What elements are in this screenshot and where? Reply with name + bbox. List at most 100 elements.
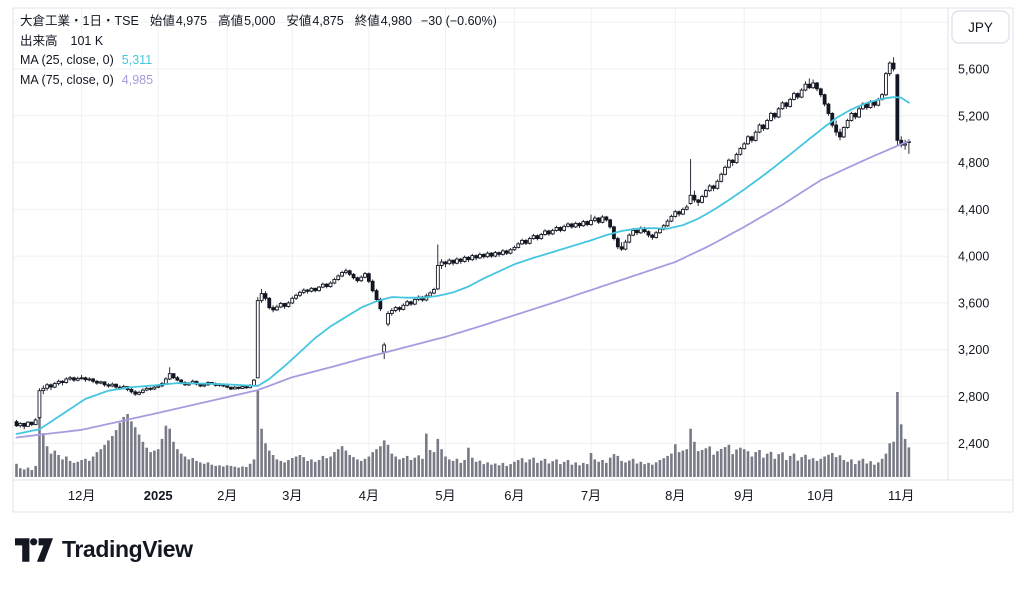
- chart-legend: 大倉工業・1日・TSE 始値4,975 高値5,000 安値4,875 終値4,980−…: [20, 12, 497, 90]
- volume-row[interactable]: 出来高 101 K: [20, 32, 497, 52]
- candle-up: [703, 190, 708, 197]
- ma25-row[interactable]: MA (25, close, 0) 5,311: [20, 51, 497, 71]
- candle-up: [202, 384, 207, 387]
- volume-bar: [808, 459, 811, 477]
- price-axis[interactable]: 5,600 5,200 4,800 4,400 4,000 3,600 3,200 2,800…: [958, 63, 989, 451]
- candle-up: [393, 307, 398, 311]
- volume-bar: [145, 447, 148, 477]
- volume-bar: [719, 448, 723, 477]
- candle-up: [252, 379, 256, 386]
- volume-bar: [505, 465, 508, 477]
- candlestick-chart-canvas[interactable]: 5,600 5,200 4,800 4,400 4,000 3,600 3,200 2,800…: [0, 0, 1024, 520]
- volume-bar: [133, 427, 137, 477]
- low-pair: 安値4,875: [286, 14, 343, 28]
- volume-bar: [398, 459, 401, 477]
- open-value: 4,975: [175, 14, 208, 28]
- price-tick-label: 3,600: [958, 296, 989, 310]
- ma75-row[interactable]: MA (75, close, 0) 4,985: [20, 71, 497, 91]
- volume-bar: [765, 453, 769, 477]
- open-label: 始値: [149, 14, 175, 28]
- volume-bar: [486, 462, 489, 477]
- volume-bar: [91, 456, 95, 477]
- volume-bar: [562, 461, 566, 477]
- tradingview-logo[interactable]: TradingView: [15, 536, 193, 563]
- volume-bar: [888, 443, 891, 477]
- candle-up: [447, 259, 452, 265]
- candle-down: [148, 387, 153, 390]
- volume-bar: [187, 459, 191, 477]
- volume-bar: [524, 462, 528, 477]
- volume-bar: [352, 457, 355, 477]
- candle-down: [171, 373, 176, 379]
- currency-button[interactable]: JPY: [951, 10, 1010, 44]
- volume-bar: [903, 438, 907, 477]
- volume-bar: [838, 455, 842, 477]
- candle-down: [175, 377, 180, 381]
- volume-bar: [291, 458, 294, 477]
- ma25-line[interactable]: [15, 96, 910, 435]
- ma75-line[interactable]: [15, 140, 910, 439]
- low-label: 安値: [286, 14, 312, 28]
- candle-up: [849, 112, 854, 121]
- volume-bar: [287, 460, 290, 477]
- price-tick-label: 4,400: [958, 203, 989, 217]
- candle-up: [501, 250, 505, 255]
- candle-up: [156, 385, 161, 388]
- candle-up: [363, 273, 367, 278]
- symbol-row[interactable]: 大倉工業・1日・TSE 始値4,975 高値5,000 安値4,875 終値4,980−…: [20, 12, 497, 32]
- candle-up: [317, 286, 321, 292]
- tradingview-logo-text: TradingView: [62, 536, 193, 562]
- volume-bar: [582, 462, 585, 477]
- volume-bar: [88, 460, 91, 477]
- candle-up: [152, 386, 157, 390]
- volume-bar: [111, 436, 114, 477]
- candle-down: [895, 74, 900, 141]
- volume-bar: [344, 450, 348, 477]
- candles: [14, 57, 911, 430]
- volume-bar: [800, 457, 803, 477]
- time-tick-label: 6月: [504, 488, 524, 503]
- candle-up: [527, 238, 532, 244]
- candle-down: [853, 112, 858, 118]
- volume-bar: [693, 441, 696, 477]
- candle-up: [455, 258, 459, 264]
- volume-bar: [225, 465, 229, 477]
- candle-up: [294, 294, 298, 299]
- volume-bar: [302, 457, 305, 477]
- candle-up: [792, 93, 796, 100]
- volume-bar: [884, 453, 888, 477]
- volume-bar: [153, 450, 156, 477]
- volume-bar: [141, 441, 145, 477]
- candle-up: [520, 239, 524, 245]
- volume-bar: [516, 460, 520, 477]
- candle-up: [137, 391, 141, 395]
- candle-up: [803, 83, 808, 91]
- candle-down: [305, 289, 310, 292]
- candle-down: [474, 255, 479, 259]
- candle-up: [33, 419, 38, 426]
- candle-down: [818, 88, 823, 96]
- price-tick-label: 5,600: [958, 63, 989, 77]
- currency-button-label: JPY: [968, 20, 993, 35]
- candle-down: [646, 231, 651, 236]
- chart-area[interactable]: 5,600 5,200 4,800 4,400 4,000 3,600 3,200 2,800…: [0, 0, 1024, 520]
- volume-bar: [432, 452, 436, 477]
- candle-down: [608, 219, 613, 228]
- candle-down: [458, 258, 463, 262]
- candle-up: [776, 108, 781, 118]
- price-tick-label: 4,800: [958, 156, 989, 170]
- volume-bar: [248, 463, 252, 477]
- close-pair: 終値4,980: [355, 14, 412, 28]
- volume-bar: [746, 451, 750, 477]
- volume-bar: [137, 434, 141, 477]
- volume-bar: [45, 446, 49, 477]
- volume-bar: [107, 440, 110, 477]
- time-axis[interactable]: 12月 2025 2月 3月 4月 5月 6月 7月 8月 9月 10月 11月: [68, 488, 915, 503]
- volume-bar: [819, 458, 823, 477]
- candle-up: [232, 386, 237, 390]
- volume-bar: [260, 428, 263, 477]
- volume-bar: [57, 455, 60, 477]
- candle-down: [772, 112, 777, 118]
- candle-down: [577, 222, 582, 227]
- candle-up: [780, 102, 785, 110]
